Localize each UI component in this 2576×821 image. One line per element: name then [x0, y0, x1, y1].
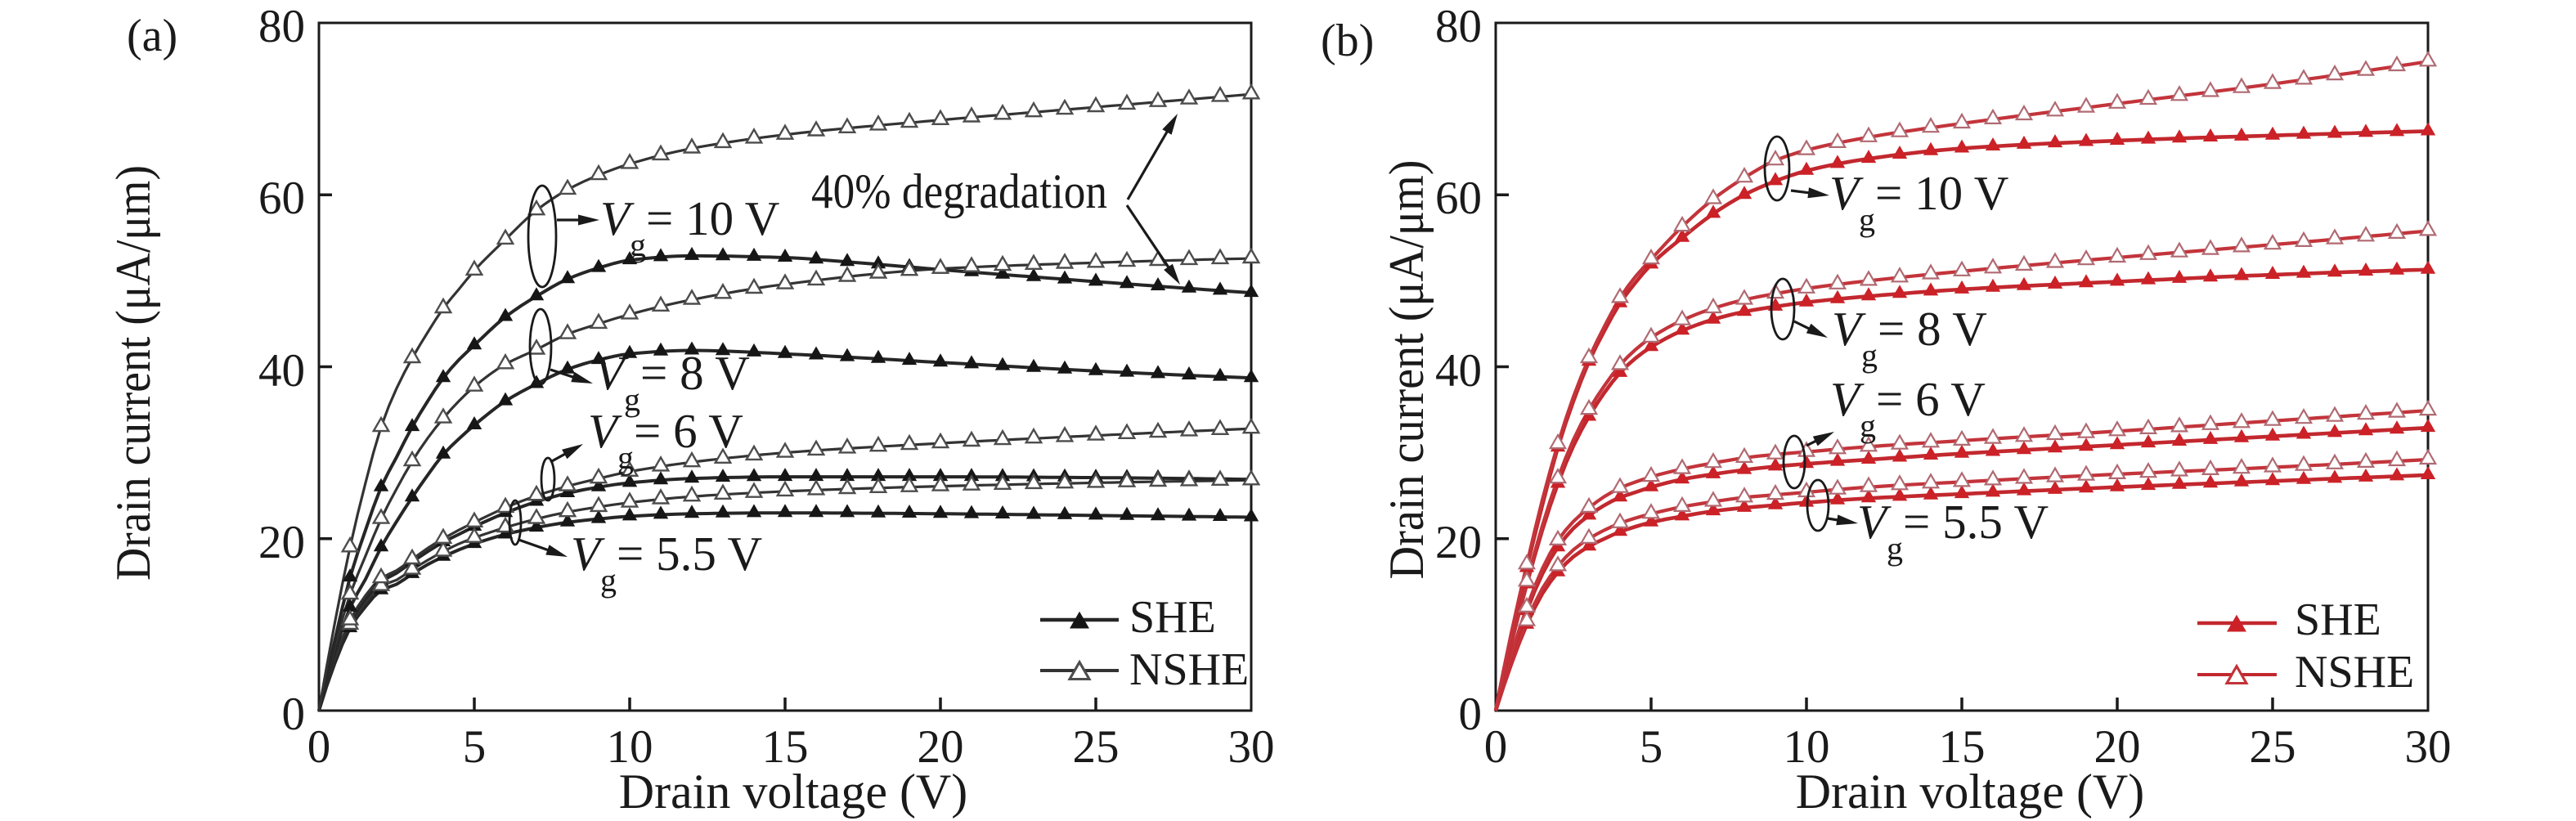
svg-text:Vg= 5.5 V: Vg= 5.5 V [1857, 495, 2049, 567]
svg-text:Drain current (μA/μm): Drain current (μA/μm) [1380, 160, 1434, 580]
svg-text:20: 20 [2094, 721, 2141, 773]
svg-text:SHE: SHE [1129, 592, 1216, 643]
svg-text:Vg= 8 V: Vg= 8 V [595, 346, 750, 418]
svg-text:15: 15 [762, 721, 809, 773]
svg-text:80: 80 [258, 1, 305, 52]
svg-text:0: 0 [282, 689, 306, 740]
svg-text:60: 60 [1435, 173, 1482, 224]
svg-text:Vg= 5.5 V: Vg= 5.5 V [571, 527, 762, 599]
svg-text:25: 25 [1073, 721, 1120, 773]
svg-text:Drain voltage (V): Drain voltage (V) [1796, 765, 2145, 819]
svg-text:30: 30 [1228, 721, 1275, 773]
svg-text:30: 30 [2405, 721, 2452, 773]
svg-text:(b): (b) [1321, 16, 1374, 66]
svg-text:Vg= 10 V: Vg= 10 V [600, 191, 779, 263]
svg-text:40: 40 [258, 345, 305, 397]
svg-text:10: 10 [1784, 721, 1830, 773]
svg-text:20: 20 [918, 721, 964, 773]
svg-text:0: 0 [1459, 689, 1483, 740]
svg-text:25: 25 [2250, 721, 2296, 773]
svg-text:Drain current (μA/μm): Drain current (μA/μm) [106, 165, 160, 581]
svg-text:60: 60 [258, 173, 305, 224]
svg-text:0: 0 [307, 721, 331, 773]
svg-text:NSHE: NSHE [1129, 644, 1249, 695]
svg-text:SHE: SHE [2295, 594, 2381, 645]
svg-text:15: 15 [1939, 721, 1986, 773]
svg-text:20: 20 [258, 517, 305, 568]
svg-text:(a): (a) [127, 11, 177, 61]
svg-text:80: 80 [1435, 1, 1482, 52]
svg-text:NSHE: NSHE [2295, 647, 2414, 698]
svg-text:40% degradation: 40% degradation [811, 164, 1107, 218]
svg-text:5: 5 [463, 721, 487, 773]
svg-text:Vg= 6 V: Vg= 6 V [1830, 372, 1986, 444]
svg-text:0: 0 [1484, 721, 1508, 773]
svg-text:20: 20 [1435, 517, 1482, 568]
svg-text:Vg= 8 V: Vg= 8 V [1832, 302, 1987, 374]
svg-text:Vg= 6 V: Vg= 6 V [588, 404, 743, 476]
svg-text:10: 10 [607, 721, 653, 773]
svg-text:5: 5 [1640, 721, 1663, 773]
svg-text:Drain voltage (V): Drain voltage (V) [619, 765, 968, 819]
svg-text:40: 40 [1435, 345, 1482, 397]
svg-text:Vg= 10 V: Vg= 10 V [1829, 166, 2008, 238]
